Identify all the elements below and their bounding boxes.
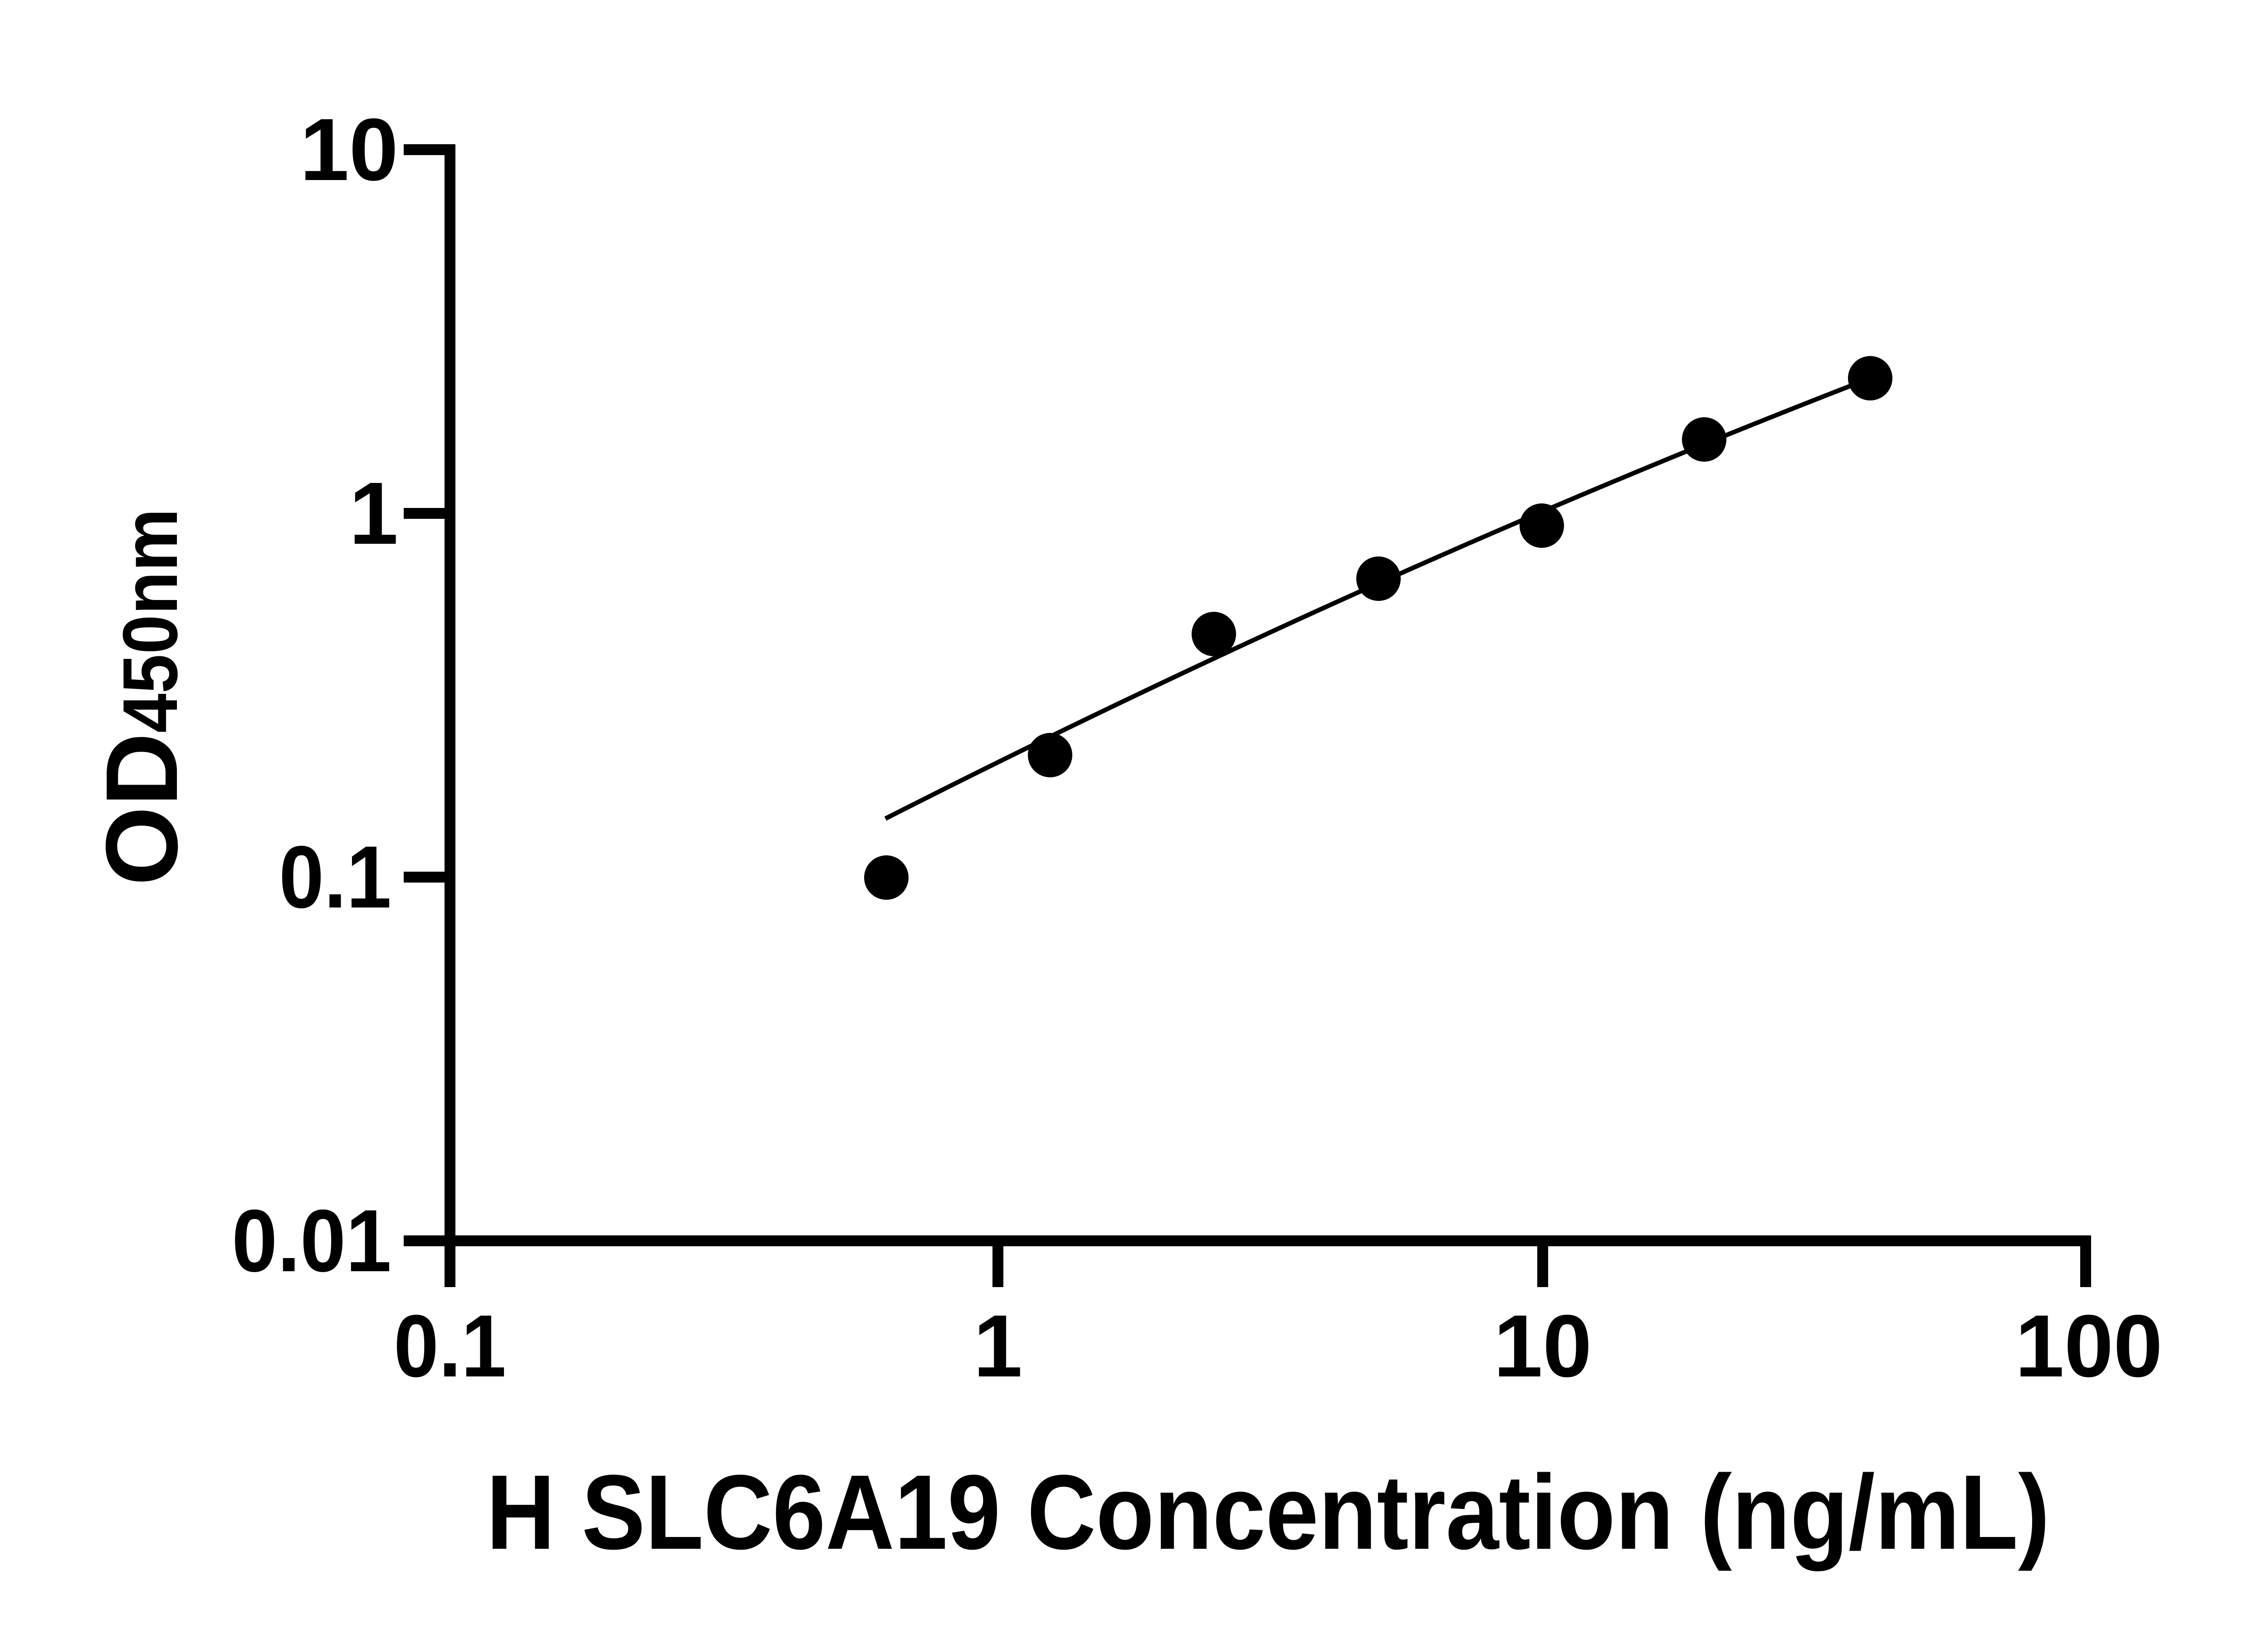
svg-text:10: 10 bbox=[300, 100, 398, 199]
svg-text:100: 100 bbox=[2015, 1297, 2162, 1395]
svg-text:H SLC6A19 Concentration (ng/mL: H SLC6A19 Concentration (ng/mL) bbox=[486, 1453, 2050, 1571]
svg-text:450nm: 450nm bbox=[107, 508, 194, 733]
svg-text:1: 1 bbox=[349, 464, 398, 563]
svg-text:10: 10 bbox=[1494, 1297, 1592, 1395]
svg-text:OD: OD bbox=[84, 733, 199, 886]
svg-text:1: 1 bbox=[973, 1297, 1022, 1395]
svg-text:0.1: 0.1 bbox=[394, 1297, 506, 1395]
svg-text:0.1: 0.1 bbox=[279, 828, 391, 927]
svg-text:0.01: 0.01 bbox=[232, 1191, 391, 1290]
